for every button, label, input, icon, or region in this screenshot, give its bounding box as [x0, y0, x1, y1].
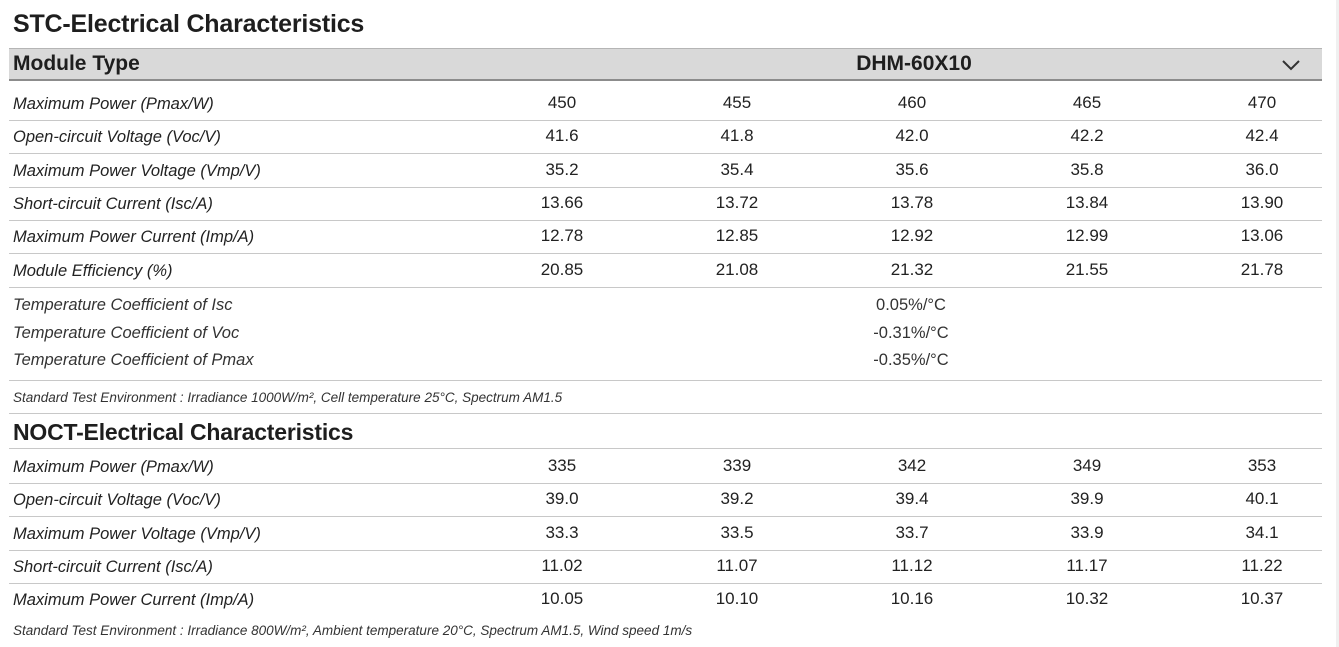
table-cell: 11.02 — [541, 555, 583, 575]
table-cell: 11.07 — [716, 555, 758, 575]
table-cell: 11.12 — [891, 555, 933, 575]
table-row: Open-circuit Voltage (Voc/V) 39.0 39.2 39.4… — [9, 484, 1322, 518]
table-cell: 39.9 — [1070, 489, 1104, 509]
table-row: Open-circuit Voltage (Voc/V) 41.6 41.8 42.0… — [9, 121, 1322, 155]
table-cell: 42.2 — [1070, 126, 1104, 146]
table-cell: 12.99 — [1065, 226, 1109, 246]
table-cell: 12.78 — [540, 226, 584, 246]
table-row: Module Efficiency (%) 20.85 21.08 21.32 21.5… — [9, 255, 1322, 288]
table-cell: 35.4 — [720, 159, 754, 179]
table-cell: 42.4 — [1245, 126, 1279, 146]
table-cell: 41.8 — [720, 126, 754, 146]
module-type-select[interactable]: DHM-60X10 — [856, 52, 972, 75]
divider — [9, 448, 1322, 449]
table-cell: 21.32 — [890, 259, 934, 279]
row-label: Open-circuit Voltage (Voc/V) — [13, 491, 221, 510]
table-cell: 39.4 — [895, 489, 929, 509]
table-cell: 335 — [547, 456, 577, 475]
table-cell: 11.22 — [1241, 555, 1283, 575]
table-cell: 455 — [722, 93, 752, 112]
table-cell: 349 — [1072, 456, 1102, 475]
stc-test-note: Standard Test Environment : Irradiance 1… — [13, 390, 563, 405]
table-cell: 40.1 — [1245, 489, 1279, 509]
table-cell: 12.85 — [715, 226, 759, 246]
table-cell: 20.85 — [540, 259, 584, 279]
table-cell: 21.78 — [1240, 259, 1284, 279]
temp-coefficient-label: Temperature Coefficient of Pmax — [13, 351, 254, 369]
table-cell: 13.72 — [715, 192, 759, 212]
temp-coefficient-row: Temperature Coefficient of Isc 0.05%/°C — [9, 292, 1322, 320]
temp-coefficient-row: Temperature Coefficient of Pmax -0.35%/°C — [9, 347, 1322, 375]
row-label: Short-circuit Current (Isc/A) — [13, 194, 213, 213]
table-cell: 35.6 — [895, 159, 929, 179]
table-cell: 353 — [1247, 456, 1277, 475]
row-label: Maximum Power Current (Imp/A) — [13, 228, 255, 247]
table-cell: 342 — [897, 456, 927, 475]
table-row: Maximum Power (Pmax/W) 335 339 342 349 353 — [9, 451, 1322, 484]
table-cell: 13.90 — [1240, 192, 1284, 212]
table-cell: 13.66 — [540, 192, 584, 212]
table-cell: 33.3 — [545, 522, 579, 542]
table-cell: 21.55 — [1065, 259, 1109, 279]
table-cell: 39.2 — [720, 489, 754, 509]
temp-coefficient-label: Temperature Coefficient of Voc — [13, 323, 240, 342]
temp-coefficient-label: Temperature Coefficient of Isc — [13, 296, 233, 314]
scrollbar-track[interactable] — [1336, 0, 1339, 647]
table-cell: 460 — [897, 93, 927, 112]
table-cell: 42.0 — [895, 126, 929, 146]
table-cell: 13.84 — [1065, 192, 1109, 212]
table-cell: 13.78 — [890, 192, 934, 212]
table-cell: 450 — [547, 93, 577, 112]
row-label: Maximum Power (Pmax/W) — [13, 95, 214, 113]
table-cell: 13.06 — [1240, 226, 1284, 246]
table-cell: 39.0 — [545, 489, 579, 509]
table-cell: 11.17 — [1066, 555, 1108, 575]
temp-coefficient-value: -0.31%/°C — [873, 323, 949, 342]
table-cell: 33.9 — [1070, 522, 1104, 542]
table-row: Maximum Power Voltage (Vmp/V) 33.3 33.5 33.… — [9, 518, 1322, 551]
noct-test-note: Standard Test Environment : Irradiance 8… — [13, 623, 693, 638]
divider — [9, 380, 1322, 381]
table-row: Short-circuit Current (Isc/A) 11.02 11.07 1… — [9, 551, 1322, 584]
table-cell: 33.5 — [720, 522, 754, 542]
table-cell: 21.08 — [715, 259, 759, 279]
temp-coefficient-value: -0.35%/°C — [873, 351, 949, 369]
table-cell: 35.2 — [545, 159, 579, 179]
table-row: Maximum Power Current (Imp/A) 10.05 10.10 1… — [9, 584, 1322, 617]
table-cell: 10.16 — [890, 589, 934, 609]
table-cell: 41.6 — [545, 126, 579, 146]
row-label: Maximum Power Voltage (Vmp/V) — [13, 161, 261, 180]
noct-section-title: NOCT-Electrical Characteristics — [13, 419, 354, 445]
table-row: Maximum Power Current (Imp/A) 12.78 12.85 1… — [9, 221, 1322, 255]
table-cell: 10.37 — [1240, 589, 1284, 609]
table-cell: 470 — [1247, 93, 1277, 112]
table-cell: 465 — [1072, 93, 1102, 112]
module-type-header: Module Type DHM-60X10 — [9, 48, 1322, 81]
module-type-label: Module Type — [13, 52, 140, 75]
row-label: Maximum Power Voltage (Vmp/V) — [13, 524, 261, 543]
table-cell: 33.7 — [895, 522, 929, 542]
table-cell: 34.1 — [1245, 522, 1279, 542]
table-cell: 12.92 — [890, 226, 934, 246]
chevron-down-icon[interactable] — [1277, 53, 1305, 77]
row-label: Short-circuit Current (Isc/A) — [13, 557, 213, 576]
divider — [9, 413, 1322, 414]
row-label: Module Efficiency (%) — [13, 261, 173, 280]
table-cell: 36.0 — [1245, 159, 1279, 179]
table-row: Maximum Power (Pmax/W) 450 455 460 465 470 — [9, 88, 1322, 121]
stc-section-title: STC-Electrical Characteristics — [13, 10, 365, 38]
temp-coefficient-value: 0.05%/°C — [876, 296, 946, 314]
row-label: Maximum Power (Pmax/W) — [13, 458, 214, 476]
table-cell: 10.10 — [715, 589, 759, 609]
row-label: Open-circuit Voltage (Voc/V) — [13, 128, 221, 147]
row-label: Maximum Power Current (Imp/A) — [13, 591, 255, 610]
temp-coefficient-row: Temperature Coefficient of Voc -0.31%/°C — [9, 320, 1322, 348]
table-cell: 10.05 — [540, 589, 584, 609]
table-row: Maximum Power Voltage (Vmp/V) 35.2 35.4 35.… — [9, 155, 1322, 188]
table-row: Short-circuit Current (Isc/A) 13.66 13.72 1… — [9, 188, 1322, 221]
table-cell: 339 — [722, 456, 752, 475]
table-cell: 35.8 — [1070, 159, 1104, 179]
table-cell: 10.32 — [1065, 589, 1109, 609]
